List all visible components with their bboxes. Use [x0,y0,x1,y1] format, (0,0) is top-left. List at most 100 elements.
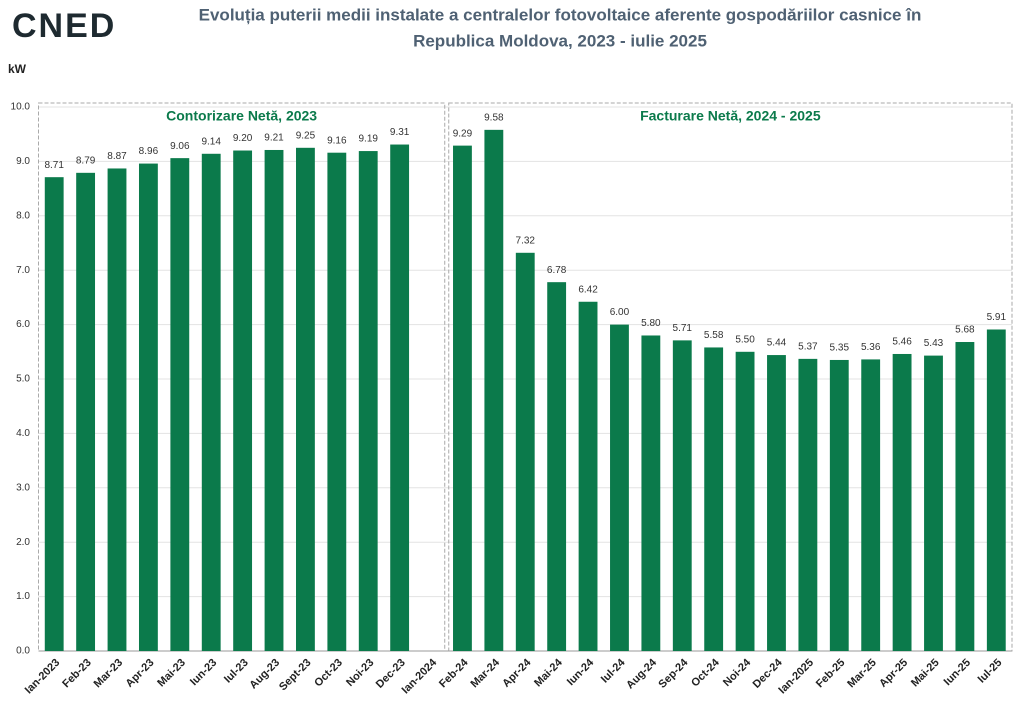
x-tick-label: Mar-25 [845,657,879,691]
x-tick-label: Apr-24 [500,656,534,690]
bar [453,145,472,651]
x-tick-label: Feb-24 [437,656,471,690]
value-label: 5.37 [798,342,818,353]
x-tick-label: Mai-25 [909,657,942,690]
bar [829,359,849,651]
value-label: 5.80 [641,318,661,329]
x-tick-label: Oct-23 [312,657,345,690]
panel-frame [38,102,446,652]
bar [233,150,253,651]
value-label: 5.43 [924,338,944,349]
x-tick-label: Noi-23 [344,657,376,689]
value-label: 8.87 [107,151,127,162]
x-tick-label: Iul-24 [599,656,628,685]
x-tick-label: Sep-24 [656,656,691,691]
bar [138,163,158,652]
bar [390,144,410,651]
y-tick-label: 1.0 [16,591,30,602]
y-tick-label: 4.0 [16,428,30,439]
bar [201,153,221,651]
bar [578,301,598,651]
bar [704,347,724,651]
x-tick-label: Aug-24 [624,656,659,691]
x-tick-label: Feb-23 [60,657,94,691]
bar [735,351,755,651]
x-tick-label: Iul-23 [222,657,251,686]
panel-title: Contorizare Netă, 2023 [166,108,317,124]
value-label: 9.19 [358,134,378,145]
bar [641,335,661,651]
bar [358,151,378,651]
x-tick-label: Iul-25 [976,657,1005,686]
value-label: 7.32 [516,235,536,246]
x-tick-label: Ian-2023 [23,657,63,697]
bar [610,324,629,651]
bar [986,329,1006,651]
x-tick-label: Mar-23 [92,657,126,691]
y-tick-label: 3.0 [16,482,30,493]
bar [892,353,912,651]
bar [798,358,818,651]
value-label: 6.78 [547,265,567,276]
bar [767,355,786,651]
y-tick-label: 5.0 [16,374,30,385]
x-tick-label: Aug-23 [247,657,282,692]
bar [170,158,190,652]
x-tick-label: Iun-23 [188,657,219,688]
value-label: 9.29 [453,128,473,139]
bar [547,282,567,651]
value-label: 5.50 [735,334,755,345]
x-tick-label: Mar-24 [468,656,502,690]
y-tick-label: 7.0 [16,265,30,276]
bar [924,355,943,651]
value-label: 6.42 [578,284,598,295]
y-tick-label: 6.0 [16,319,30,330]
bar [44,177,64,651]
bar [327,152,347,652]
value-label: 9.06 [170,141,190,152]
x-tick-label: Oct-24 [689,656,722,689]
value-label: 9.20 [233,133,253,144]
value-label: 9.31 [390,127,410,138]
value-label: 9.16 [327,135,347,146]
value-label: 5.36 [861,342,881,353]
value-label: 8.79 [76,155,96,166]
x-tick-label: Ian-2024 [400,656,440,696]
value-label: 5.68 [955,325,975,336]
value-label: 5.46 [892,337,912,348]
logo: CNED [12,7,116,45]
bar [484,129,504,651]
bar [515,252,535,652]
y-axis-label: kW [8,62,27,76]
value-label: 9.14 [201,136,221,147]
value-label: 5.44 [767,338,787,349]
value-label: 9.58 [484,112,504,123]
y-tick-label: 8.0 [16,210,30,221]
value-label: 9.25 [296,130,316,141]
value-label: 8.96 [139,146,159,157]
panel-title: Facturare Netă, 2024 - 2025 [640,108,821,124]
bar [672,340,692,651]
y-tick-label: 9.0 [16,156,30,167]
x-tick-label: Apr-25 [877,657,910,690]
x-tick-label: Mai-24 [532,656,565,689]
value-label: 8.71 [44,160,64,171]
x-tick-label: Iun-24 [565,656,597,688]
bar [107,168,127,652]
x-tick-label: Mai-23 [155,657,188,690]
x-tick-label: Ian-2025 [776,657,816,697]
x-tick-label: Feb-25 [814,657,848,691]
y-tick-label: 10.0 [11,102,31,113]
value-label: 9.21 [264,133,284,144]
value-label: 5.71 [673,323,693,334]
value-label: 5.35 [830,343,850,354]
bar [296,147,315,652]
bar [861,359,881,651]
bar [955,342,975,651]
bar [264,149,284,651]
x-tick-label: Sept-23 [277,657,314,694]
value-label: 5.58 [704,330,724,341]
x-tick-label: Apr-23 [123,657,156,690]
value-label: 5.91 [987,312,1007,323]
